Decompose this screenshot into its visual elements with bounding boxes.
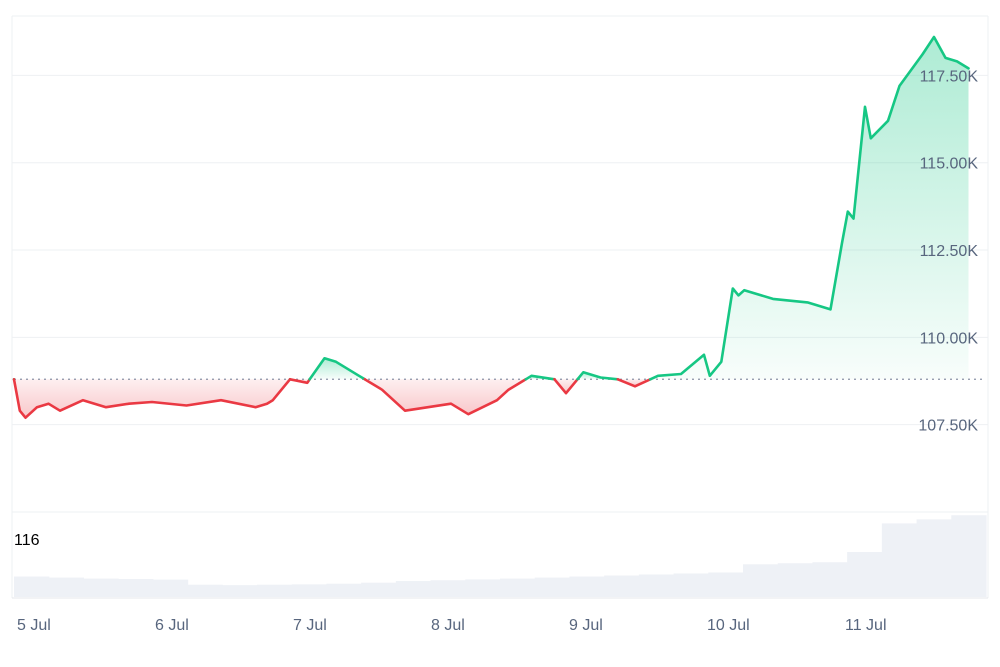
volume-bar xyxy=(465,579,501,597)
volume-bar xyxy=(916,519,952,597)
volume-bar xyxy=(777,563,814,597)
volume-bar xyxy=(743,564,779,597)
volume-bar xyxy=(534,577,571,597)
x-tick-label: 11 Jul xyxy=(845,617,887,634)
volume-bar xyxy=(152,579,189,597)
price-areas xyxy=(14,37,969,418)
volume-value-label: 116 xyxy=(14,532,40,549)
volume-bar xyxy=(48,577,85,597)
price-area-below-baseline xyxy=(14,379,290,418)
volume-bar xyxy=(500,578,536,597)
price-area-above-baseline xyxy=(650,37,969,380)
price-line-down xyxy=(616,378,652,388)
volume-bar xyxy=(14,576,50,597)
volume-bar xyxy=(222,585,258,597)
price-line-down xyxy=(363,378,528,416)
y-tick-label: 110.00K xyxy=(920,330,979,347)
y-tick-label: 115.00K xyxy=(920,156,979,173)
x-tick-label: 5 Jul xyxy=(17,617,51,634)
y-gridlines xyxy=(12,74,988,426)
price-line-up xyxy=(524,374,556,381)
price-lines xyxy=(12,35,970,419)
volume-bar xyxy=(569,576,605,597)
y-tick-label: 112.50K xyxy=(920,243,979,260)
volume-bar xyxy=(361,582,397,597)
price-line-down xyxy=(12,378,292,419)
volume-bar xyxy=(326,583,362,597)
x-tick-label: 6 Jul xyxy=(155,617,189,634)
price-line-up xyxy=(576,371,620,381)
x-tick-label: 7 Jul xyxy=(293,617,327,634)
volume-bar xyxy=(847,552,883,597)
x-tick-label: 9 Jul xyxy=(569,617,603,634)
volume-bar xyxy=(83,578,119,597)
volume-bar xyxy=(881,523,918,597)
volume-bar xyxy=(395,581,432,597)
volume-bar xyxy=(604,575,640,597)
volume-bar xyxy=(118,579,154,597)
volume-bar xyxy=(291,584,328,597)
plot-frame xyxy=(11,15,989,599)
price-line-up xyxy=(308,357,367,381)
price-line-down xyxy=(288,378,311,385)
x-tick-label: 8 Jul xyxy=(431,617,465,634)
volume-bar xyxy=(708,572,744,597)
price-line-up xyxy=(649,35,970,381)
y-axis-tick-labels: 107.50K 110.00K 112.50K 115.00K 117.50K xyxy=(918,68,978,434)
volume-bar xyxy=(187,584,223,597)
volume-bar xyxy=(812,562,848,597)
x-axis-tick-labels: 5 Jul 6 Jul 7 Jul 8 Jul 9 Jul 10 Jul 11 Jul xyxy=(17,617,887,634)
price-line-down xyxy=(553,378,579,395)
y-tick-label: 117.50K xyxy=(920,68,979,85)
y-tick-label: 107.50K xyxy=(918,418,978,435)
volume-bar xyxy=(257,584,293,597)
x-tick-label: 10 Jul xyxy=(707,617,750,634)
price-area-below-baseline xyxy=(554,379,578,394)
price-area-below-baseline xyxy=(617,379,651,387)
volume-bars xyxy=(14,515,987,597)
volume-bar xyxy=(673,573,709,597)
price-area-above-baseline xyxy=(309,358,365,380)
volume-bar xyxy=(951,515,987,597)
volume-bar xyxy=(638,574,675,597)
volume-bar xyxy=(430,580,466,597)
